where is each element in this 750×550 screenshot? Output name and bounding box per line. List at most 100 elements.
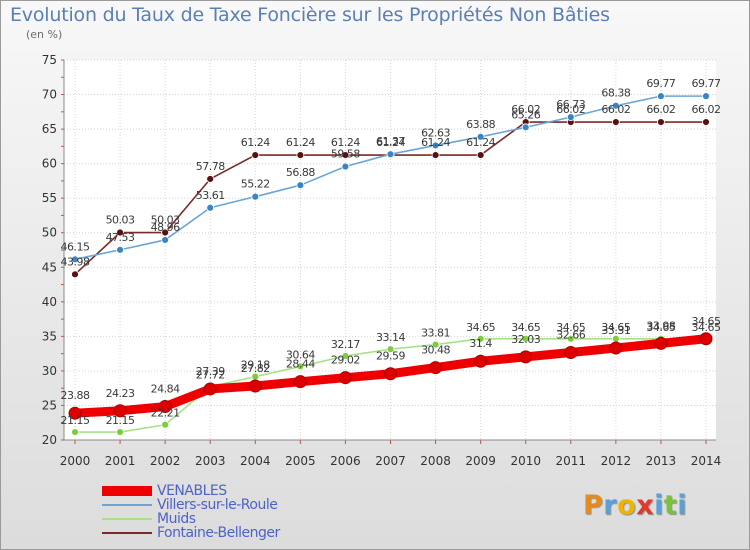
data-point	[476, 132, 485, 141]
x-tick-label: 2007	[375, 454, 406, 468]
x-tick-label: 2013	[646, 454, 677, 468]
data-point	[338, 371, 352, 385]
x-tick-label: 2009	[465, 454, 496, 468]
data-label: 66.02	[646, 103, 675, 116]
data-label: 29.02	[331, 354, 360, 367]
logo-letter: x	[636, 490, 655, 521]
y-tick-label: 25	[42, 398, 57, 412]
logo-letter: o	[617, 490, 637, 521]
data-point	[476, 151, 485, 159]
data-label: 61.24	[286, 136, 315, 149]
series-venables	[68, 332, 713, 420]
data-label: 62.63	[421, 126, 450, 139]
data-label: 55.22	[241, 178, 270, 191]
data-label: 34.65	[692, 321, 721, 334]
data-point	[296, 362, 305, 371]
data-point	[71, 255, 79, 264]
data-label: 33.98	[646, 319, 675, 332]
data-label: 56.88	[286, 166, 315, 179]
data-point	[341, 162, 350, 171]
logo-letter: P	[583, 490, 604, 521]
data-point	[203, 382, 217, 396]
labels-fontaine-bellenger: 43.98 50.03 50.03 57.78 61.24 61.24 61.24 61.24…	[61, 103, 722, 268]
x-tick-label: 2002	[150, 454, 181, 468]
data-label: 29.18	[241, 359, 270, 372]
legend-item: VENABLES	[102, 484, 280, 498]
data-label: 61.24	[466, 136, 495, 149]
legend-label: Muids	[157, 511, 196, 527]
x-tick-label: 2008	[420, 454, 451, 468]
data-label: 43.98	[61, 255, 90, 268]
legend-label: VENABLES	[157, 483, 227, 499]
data-point	[564, 346, 578, 360]
legend: VENABLES Villers-sur-le-Roule Muids Fontain…	[102, 484, 280, 540]
x-tick-label: 2004	[240, 454, 271, 468]
legend-swatch	[102, 486, 152, 496]
data-point	[251, 192, 260, 201]
y-tick-label: 45	[42, 260, 57, 274]
data-label: 33.14	[376, 331, 405, 344]
data-label: 47.53	[106, 231, 135, 244]
labels-villers-sur-le-roule: 46.15 47.53 48.96 53.61 55.22 56.88 59.58 61.37…	[61, 77, 722, 253]
data-point	[521, 123, 530, 132]
data-point	[116, 228, 124, 237]
data-point	[476, 334, 485, 343]
data-point	[68, 406, 82, 420]
logo-letter: i	[677, 490, 688, 521]
data-point	[341, 352, 350, 360]
data-label: 61.24	[376, 136, 405, 149]
data-label: 33.31	[601, 324, 630, 337]
x-tick-label: 2014	[691, 454, 722, 468]
data-label: 27.39	[196, 365, 225, 378]
data-point	[654, 336, 668, 350]
legend-label: Fontaine-Bellenger	[157, 525, 280, 541]
logo-letter: i	[654, 490, 664, 521]
data-label: 50.03	[151, 214, 180, 227]
data-point	[566, 334, 575, 343]
y-tick-label: 60	[42, 157, 57, 171]
labels-venables: 23.88 24.23 24.84 27.39 27.82 28.44 29.02 29.59…	[61, 315, 722, 402]
data-point	[116, 245, 124, 254]
data-point	[431, 340, 440, 349]
data-point	[296, 151, 305, 159]
data-label: 48.96	[151, 221, 180, 234]
x-tick-label: 2005	[285, 454, 316, 468]
x-tick-label: 2010	[510, 454, 541, 468]
data-label: 61.37	[376, 135, 405, 148]
data-point	[609, 341, 623, 355]
data-point	[386, 150, 395, 159]
data-point	[429, 361, 443, 375]
labels-muids: 21.15 21.15 22.21 27.72 29.18 30.64 32.17 33.14…	[61, 321, 722, 427]
data-label: 66.02	[692, 103, 721, 116]
x-tick-label: 2006	[330, 454, 361, 468]
legend-item: Muids	[102, 512, 280, 526]
data-label: 63.88	[466, 118, 495, 131]
y-tick-label: 70	[42, 88, 57, 102]
data-label: 32.03	[511, 333, 540, 346]
data-label: 46.15	[61, 240, 90, 253]
legend-swatch	[102, 504, 152, 506]
data-label: 27.82	[241, 362, 270, 375]
x-tick-label: 2011	[556, 454, 587, 468]
data-point	[519, 350, 533, 364]
legend-swatch	[102, 518, 152, 520]
data-label: 34.65	[511, 321, 540, 334]
series-villers-sur-le-roule	[71, 92, 710, 264]
data-label: 23.88	[61, 389, 90, 402]
y-tick-label: 55	[42, 191, 57, 205]
data-point	[158, 400, 172, 414]
data-point	[116, 428, 124, 436]
data-label: 29.59	[376, 350, 405, 363]
data-point	[611, 118, 620, 126]
legend-item: Villers-sur-le-Roule	[102, 498, 280, 512]
data-label: 34.65	[601, 321, 630, 334]
x-tick-label: 2000	[60, 454, 91, 468]
data-label: 66.73	[556, 98, 585, 111]
data-point	[657, 118, 665, 126]
data-point	[161, 420, 170, 429]
data-label: 32.17	[331, 338, 360, 351]
data-point	[384, 367, 397, 381]
data-point	[206, 175, 215, 183]
data-point	[566, 113, 575, 122]
data-label: 31.4	[469, 337, 492, 350]
